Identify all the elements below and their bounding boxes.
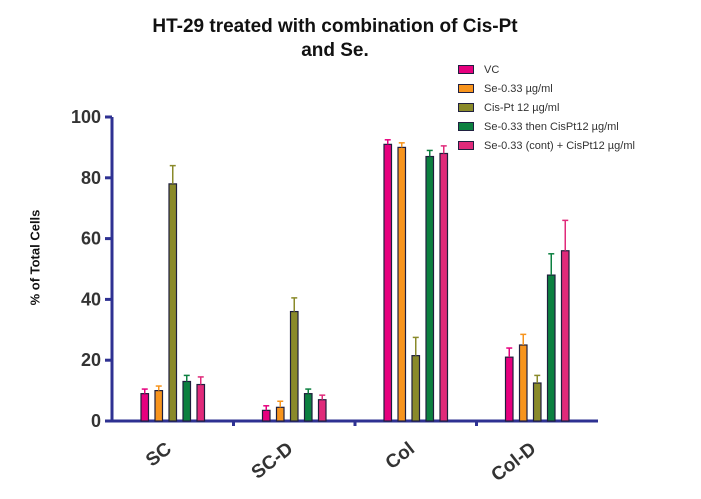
x-tick-label: SC — [142, 438, 176, 471]
chart-title-line-2: and Se. — [301, 40, 369, 61]
legend-item: VC — [458, 60, 635, 79]
bar — [383, 143, 393, 422]
bar — [518, 344, 528, 422]
bar — [303, 393, 313, 422]
legend-label: Cis-Pt 12 µg/ml — [484, 101, 560, 114]
x-tick-label: Col — [382, 438, 419, 473]
legend: VC Se-0.33 µg/ml Cis-Pt 12 µg/ml Se-0.33 th… — [458, 60, 635, 155]
legend-swatch — [458, 84, 474, 93]
bar — [439, 152, 449, 422]
legend-label: Se-0.33 then CisPt12 µg/ml — [484, 120, 619, 133]
chart-title-line-1: HT-29 treated with combination of Cis-Pt — [152, 16, 518, 37]
y-axis-label: % of Total Cells — [27, 209, 43, 306]
y-tick-label: 60 — [81, 229, 101, 249]
legend-item: Cis-Pt 12 µg/ml — [458, 98, 635, 117]
legend-swatch — [458, 122, 474, 131]
bar — [261, 409, 271, 422]
bar — [275, 406, 285, 422]
y-tick-label: 0 — [91, 411, 101, 431]
y-tick-label: 40 — [81, 289, 101, 309]
bar — [168, 183, 178, 422]
bar — [140, 393, 150, 422]
bar — [397, 146, 407, 422]
legend-label: Se-0.33 µg/ml — [484, 82, 553, 95]
bar — [504, 356, 514, 422]
y-tick-label: 100 — [71, 107, 101, 127]
bar — [532, 382, 542, 422]
legend-item: Se-0.33 then CisPt12 µg/ml — [458, 117, 635, 136]
y-tick-label: 20 — [81, 350, 101, 370]
bar — [182, 380, 192, 422]
bar — [154, 390, 164, 422]
legend-item: Se-0.33 (cont) + CisPt12 µg/ml — [458, 136, 635, 155]
bar — [560, 250, 570, 422]
legend-swatch — [458, 141, 474, 150]
legend-label: Se-0.33 (cont) + CisPt12 µg/ml — [484, 139, 635, 152]
bar — [411, 355, 421, 422]
bar — [546, 274, 556, 422]
y-tick-label: 80 — [81, 168, 101, 188]
legend-label: VC — [484, 63, 500, 76]
legend-swatch — [458, 103, 474, 112]
x-tick-label: Col-D — [487, 438, 540, 486]
bar — [317, 399, 327, 422]
legend-swatch — [458, 65, 474, 74]
legend-item: Se-0.33 µg/ml — [458, 79, 635, 98]
x-tick-label: SC-D — [248, 438, 298, 483]
bar — [196, 383, 206, 422]
bar — [425, 155, 435, 422]
bar — [289, 310, 299, 422]
